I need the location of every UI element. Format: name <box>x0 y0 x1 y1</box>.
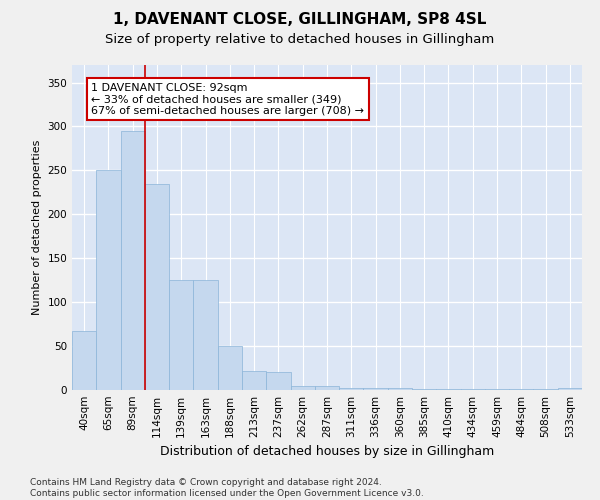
Bar <box>533 389 558 390</box>
Text: 1 DAVENANT CLOSE: 92sqm
← 33% of detached houses are smaller (349)
67% of semi-d: 1 DAVENANT CLOSE: 92sqm ← 33% of detache… <box>91 82 364 116</box>
Bar <box>242 370 266 390</box>
Bar <box>96 170 121 390</box>
Bar <box>315 386 339 390</box>
Bar <box>266 372 290 390</box>
Bar <box>461 389 485 390</box>
Text: 1, DAVENANT CLOSE, GILLINGHAM, SP8 4SL: 1, DAVENANT CLOSE, GILLINGHAM, SP8 4SL <box>113 12 487 28</box>
Bar <box>436 389 461 390</box>
Bar <box>72 331 96 390</box>
Text: Contains HM Land Registry data © Crown copyright and database right 2024.
Contai: Contains HM Land Registry data © Crown c… <box>30 478 424 498</box>
Bar <box>169 280 193 390</box>
Bar <box>509 389 533 390</box>
Bar <box>364 388 388 390</box>
Bar <box>412 389 436 390</box>
Bar <box>558 388 582 390</box>
Bar <box>121 131 145 390</box>
Bar <box>145 184 169 390</box>
X-axis label: Distribution of detached houses by size in Gillingham: Distribution of detached houses by size … <box>160 446 494 458</box>
Bar <box>339 388 364 390</box>
Bar <box>290 386 315 390</box>
Text: Size of property relative to detached houses in Gillingham: Size of property relative to detached ho… <box>106 32 494 46</box>
Bar <box>218 346 242 390</box>
Bar <box>485 389 509 390</box>
Bar <box>193 280 218 390</box>
Bar <box>388 388 412 390</box>
Y-axis label: Number of detached properties: Number of detached properties <box>32 140 42 315</box>
